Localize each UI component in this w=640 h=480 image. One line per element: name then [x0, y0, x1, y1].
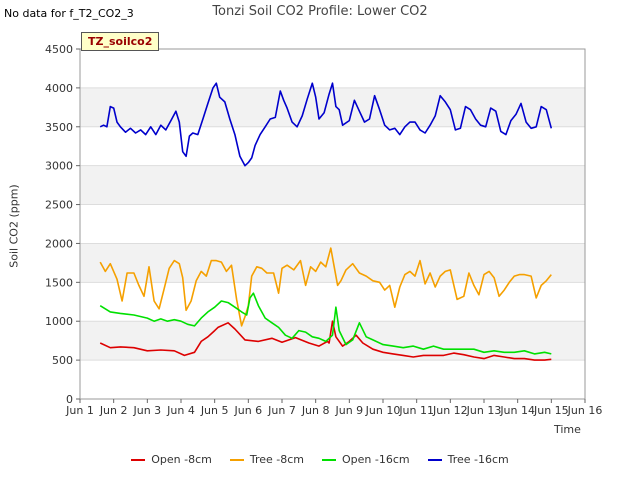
- grid-band: [80, 87, 585, 127]
- x-axis-label: Time: [554, 423, 581, 436]
- series-line-open-8cm: [99, 320, 552, 361]
- y-tick-label: 3000: [45, 160, 73, 173]
- legend-swatch: [427, 458, 442, 461]
- legend-item-open-16cm: Open -16cm: [322, 453, 410, 466]
- x-axis: Jun 1 Jun 2 Jun 3 Jun 4 Jun 5 Jun 6 Jun 7 Jun 8…: [65, 399, 602, 417]
- y-tick-label: 4000: [45, 82, 73, 95]
- chart-title: Tonzi Soil CO2 Profile: Lower CO2: [212, 4, 428, 19]
- y-tick-label: 500: [52, 354, 73, 367]
- x-tick-label: Jun 4: [166, 404, 195, 417]
- x-tick-label: Jun 7: [267, 404, 296, 417]
- legend-item-tree-16cm: Tree -16cm: [427, 453, 509, 466]
- legend-swatch: [131, 458, 146, 461]
- site-tag: TZ_soilco2: [81, 32, 160, 51]
- series-line-open-16cm: [99, 292, 552, 355]
- y-axis: 0 500 1000 1500 2000 2500 3000 3500 4000 4500: [45, 43, 80, 406]
- x-tick-label: Jun 15: [533, 404, 569, 417]
- y-tick-label: 3500: [45, 121, 73, 134]
- legend-label: Open -16cm: [342, 453, 410, 466]
- y-tick-label: 2500: [45, 199, 73, 212]
- grid-band: [80, 321, 585, 361]
- x-tick-label: Jun 2: [99, 404, 128, 417]
- x-tick-label: Jun 16: [567, 404, 603, 417]
- no-data-note: No data for f_T2_CO2_3: [4, 7, 134, 20]
- y-tick-label: 0: [66, 393, 73, 406]
- legend-swatch: [322, 458, 336, 461]
- x-tick-label: Jun 10: [365, 404, 401, 417]
- y-axis-label: Soil CO2 (ppm): [7, 184, 21, 268]
- grid-band: [80, 165, 585, 205]
- legend-label: Tree -8cm: [249, 453, 304, 466]
- x-tick-label: Jun 5: [200, 404, 229, 417]
- x-tick-label: Jun 6: [233, 404, 262, 417]
- legend-swatch: [229, 458, 244, 461]
- y-tick-label: 2000: [45, 237, 73, 250]
- y-tick-label: 1500: [45, 276, 73, 289]
- legend-item-open-8cm: Open -8cm: [131, 453, 212, 466]
- x-tick-label: Jun 14: [499, 404, 535, 417]
- legend-label: Tree -16cm: [447, 453, 509, 466]
- x-tick-label: Jun 13: [466, 404, 502, 417]
- y-tick-label: 4500: [45, 43, 73, 56]
- x-tick-label: Jun 11: [398, 404, 434, 417]
- grid-band: [80, 243, 585, 283]
- x-tick-label: Jun 3: [132, 404, 161, 417]
- background-bands: [80, 87, 585, 361]
- x-tick-label: Jun 1: [65, 404, 94, 417]
- series-lines: [99, 82, 553, 361]
- y-tick-label: 1000: [45, 315, 73, 328]
- legend-item-tree-8cm: Tree -8cm: [229, 453, 304, 466]
- plot-frame: [79, 48, 586, 400]
- x-tick-label: Jun 12: [432, 404, 468, 417]
- series-line-tree-8cm: [99, 247, 552, 327]
- x-tick-label: Jun 9: [334, 404, 363, 417]
- x-tick-label: Jun 8: [301, 404, 330, 417]
- series-line-tree-16cm: [99, 82, 553, 167]
- legend-label: Open -8cm: [151, 453, 212, 466]
- legend: Open -8cm Tree -8cm Open -16cm Tree -16cm: [0, 453, 640, 466]
